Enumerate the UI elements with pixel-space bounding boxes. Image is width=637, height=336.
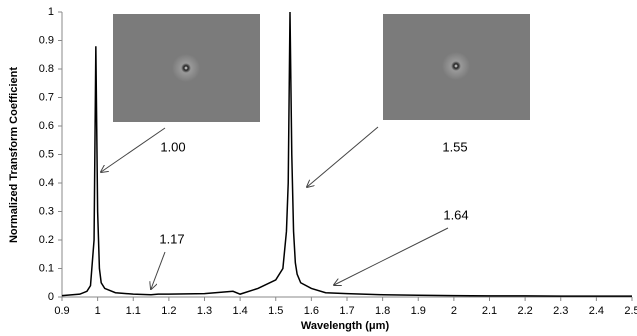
chart: Wavelength (μm) Normalized Transform Coe… xyxy=(0,0,637,336)
x-tick-label: 1.4 xyxy=(232,305,247,317)
y-tick-label: 0.9 xyxy=(39,34,54,46)
x-tick-label: 1.1 xyxy=(126,305,141,317)
y-tick-label: 0.8 xyxy=(39,63,54,75)
x-tick-label: 1.5 xyxy=(268,305,283,317)
x-tick-label: 1.6 xyxy=(304,305,319,317)
x-tick-label: 1.9 xyxy=(411,305,426,317)
inset-image xyxy=(383,14,530,120)
x-tick-label: 1.3 xyxy=(197,305,212,317)
x-tick-label: 1 xyxy=(95,305,101,317)
x-tick-label: 1.7 xyxy=(339,305,354,317)
annotation-arrows xyxy=(101,127,448,289)
x-tick-label: 2.4 xyxy=(589,305,604,317)
y-tick-label: 0 xyxy=(48,291,54,303)
annotation: 1.55 xyxy=(442,139,467,154)
x-tick-label: 2.3 xyxy=(553,305,568,317)
y-tick-label: 1 xyxy=(48,6,54,18)
y-tick-label: 0.1 xyxy=(39,262,54,274)
annotation: 1.64 xyxy=(443,207,468,222)
x-axis-label: Wavelength (μm) xyxy=(301,320,390,332)
annotation: 1.00 xyxy=(160,139,185,154)
inset-image xyxy=(113,14,260,122)
x-tick-label: 1.8 xyxy=(375,305,390,317)
x-tick-label: 2.1 xyxy=(482,305,497,317)
y-tick-label: 0.5 xyxy=(39,148,54,160)
x-tick-label: 2.2 xyxy=(517,305,532,317)
y-tick-label: 0.4 xyxy=(39,177,54,189)
x-tick-label: 2.5 xyxy=(624,305,637,317)
x-tick-label: 0.9 xyxy=(54,305,69,317)
y-axis-label: Normalized Transform Coefficient xyxy=(8,67,20,243)
y-tick-label: 0.7 xyxy=(39,91,54,103)
y-tick-label: 0.2 xyxy=(39,234,54,246)
y-tick-label: 0.3 xyxy=(39,205,54,217)
y-tick-label: 0.6 xyxy=(39,120,54,132)
x-tick-label: 1.2 xyxy=(161,305,176,317)
annotation: 1.17 xyxy=(159,231,184,246)
x-tick-label: 2 xyxy=(451,305,457,317)
